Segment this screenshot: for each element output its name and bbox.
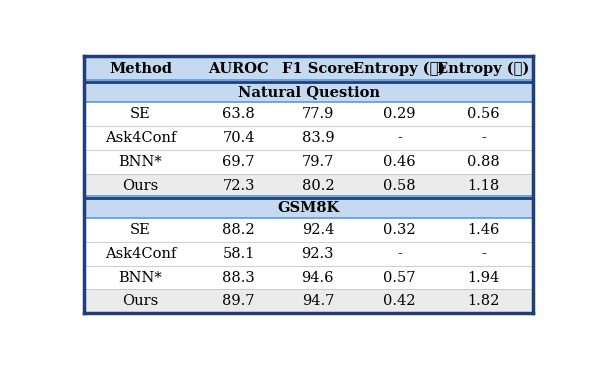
Text: 0.58: 0.58 — [383, 179, 416, 193]
Text: 1.46: 1.46 — [467, 223, 500, 237]
Bar — [84, 126, 533, 150]
Text: 80.2: 80.2 — [302, 179, 334, 193]
Text: 1.94: 1.94 — [467, 271, 500, 285]
Bar — [84, 218, 533, 242]
Text: 0.46: 0.46 — [383, 155, 416, 169]
Text: 88.3: 88.3 — [222, 271, 255, 285]
Text: Ask4Conf: Ask4Conf — [105, 131, 176, 145]
Text: 0.29: 0.29 — [383, 107, 416, 121]
Bar — [84, 82, 533, 102]
Text: Ours: Ours — [122, 294, 159, 309]
Text: 69.7: 69.7 — [222, 155, 255, 169]
Bar — [84, 102, 533, 126]
Text: 94.6: 94.6 — [302, 271, 334, 285]
Text: BNN*: BNN* — [119, 155, 163, 169]
Text: 88.2: 88.2 — [222, 223, 255, 237]
Text: AUROC: AUROC — [208, 62, 269, 76]
Bar — [84, 56, 533, 314]
Text: SE: SE — [130, 107, 151, 121]
Text: GSM8K: GSM8K — [278, 201, 340, 215]
Text: Natural Question: Natural Question — [238, 85, 379, 99]
Text: F1 Score: F1 Score — [282, 62, 354, 76]
Text: -: - — [397, 131, 402, 145]
Text: 0.88: 0.88 — [467, 155, 500, 169]
Text: 92.4: 92.4 — [302, 223, 334, 237]
Text: Ours: Ours — [122, 179, 159, 193]
Bar — [84, 56, 533, 82]
Text: Entropy (✓): Entropy (✓) — [353, 62, 445, 76]
Text: 83.9: 83.9 — [302, 131, 334, 145]
Text: 0.42: 0.42 — [383, 294, 416, 309]
Bar — [84, 266, 533, 290]
Text: SE: SE — [130, 223, 151, 237]
Text: 58.1: 58.1 — [222, 247, 255, 261]
Text: 77.9: 77.9 — [302, 107, 334, 121]
Text: 0.32: 0.32 — [383, 223, 416, 237]
Bar — [84, 150, 533, 174]
Text: 72.3: 72.3 — [222, 179, 255, 193]
Text: 94.7: 94.7 — [302, 294, 334, 309]
Bar — [84, 242, 533, 266]
Text: 1.82: 1.82 — [467, 294, 500, 309]
Text: 0.57: 0.57 — [383, 271, 416, 285]
Bar — [84, 290, 533, 314]
Text: -: - — [481, 131, 486, 145]
Text: Entropy (✗): Entropy (✗) — [438, 62, 530, 76]
Text: 63.8: 63.8 — [222, 107, 255, 121]
Text: Ask4Conf: Ask4Conf — [105, 247, 176, 261]
Text: 70.4: 70.4 — [222, 131, 255, 145]
Text: 1.18: 1.18 — [467, 179, 500, 193]
Bar — [84, 174, 533, 198]
Bar — [84, 198, 533, 218]
Text: 92.3: 92.3 — [302, 247, 334, 261]
Text: -: - — [397, 247, 402, 261]
Text: 79.7: 79.7 — [302, 155, 334, 169]
Text: Method: Method — [109, 62, 172, 76]
Text: 0.56: 0.56 — [467, 107, 500, 121]
Text: 89.7: 89.7 — [222, 294, 255, 309]
Text: BNN*: BNN* — [119, 271, 163, 285]
Text: -: - — [481, 247, 486, 261]
